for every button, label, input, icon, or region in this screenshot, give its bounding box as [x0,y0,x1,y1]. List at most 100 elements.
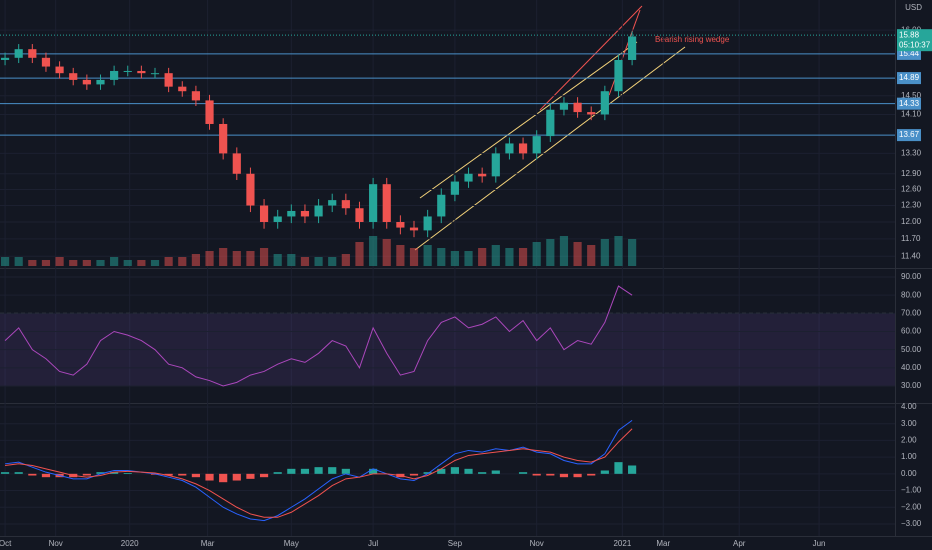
candle-body [314,205,323,217]
candle-body [396,221,405,228]
histogram-bar [600,470,609,474]
candle-body [232,153,241,174]
volume-bar [382,239,391,266]
candle-body [573,102,582,113]
y-tick-label: 13.30 [901,149,922,158]
volume-bar [110,257,119,266]
candle-body [0,57,10,60]
y-tick-label: 50.00 [901,345,922,354]
volume-bar [464,251,473,266]
candle-body [464,173,473,182]
histogram-bar [123,473,132,474]
candle-body [191,91,200,101]
candle-body [437,194,446,217]
volume-bar [505,248,514,266]
y-tick-label: 90.00 [901,272,922,281]
histogram-bar [409,473,419,476]
histogram-bar [287,468,296,474]
volume-bar [532,242,541,266]
volume-bar [191,254,200,266]
indicator-line [5,428,633,518]
volume-bar [409,248,419,266]
candle-body [355,208,364,222]
y-tick-label: 12.00 [901,217,922,226]
volume-bar [232,251,241,266]
histogram-bar [518,472,528,474]
x-tick-label: Nov [530,539,544,548]
candle-body [96,79,105,85]
volume-bar [600,239,609,266]
candle-body [559,102,569,110]
volume-bar [259,248,269,266]
candle-body [409,227,419,231]
x-tick-label: 2020 [121,539,139,548]
candle-body [273,216,282,222]
y-tick-label: 12.90 [901,169,922,178]
level-label: 13.67 [899,130,920,139]
candle-body [341,200,350,209]
y-tick-label: −3.00 [901,519,922,528]
volume-bar [205,251,214,266]
candle-body [178,86,187,92]
volume-bar [14,257,23,266]
candle-body [491,153,500,177]
histogram-bar [628,465,637,474]
y-tick-label: 2.00 [901,436,917,445]
y-tick-label: 14.10 [901,110,922,119]
last-price-bg [897,29,932,52]
volume-bar [287,254,296,266]
histogram-bar [191,473,200,478]
candle-body [110,70,119,80]
y-tick-label: 12.60 [901,185,922,194]
histogram-bar [273,472,282,474]
volume-bar [573,242,582,266]
annotation: Bearish rising wedge [655,35,730,44]
histogram-bar [573,473,582,478]
histogram-bar [614,462,623,474]
volume-bar [518,248,528,266]
volume-bar [546,239,555,266]
candle-body [137,70,146,74]
indicator-line [5,419,633,522]
histogram-bar [178,473,187,476]
candle-body [328,200,337,206]
y-tick-label: −2.00 [901,502,922,511]
volume-bar [41,260,51,266]
candle-body [587,112,596,115]
wedge-line [539,5,643,111]
volume-bar [55,257,64,266]
candle-body [14,49,23,58]
volume-bar [423,245,432,266]
volume-bar [437,248,446,266]
histogram-bar [464,468,473,474]
histogram-bar [110,472,119,474]
histogram-bar [587,473,596,476]
channel-line [414,46,686,251]
indicator-line [4,285,633,387]
histogram-bar [423,472,432,474]
candle-body [369,184,378,222]
y-tick-label: 40.00 [901,363,922,372]
volume-bar [478,248,487,266]
volume-bar [273,254,282,266]
level-label-bg [897,129,921,142]
volume-bar [300,257,310,266]
volume-bar [559,236,569,266]
volume-bar [0,257,10,266]
histogram-bar [41,473,51,478]
histogram-bar [0,472,10,474]
y-tick-label: 30.00 [901,381,922,390]
histogram-bar [164,473,173,476]
candle-body [518,143,528,154]
volume-bar [219,248,228,266]
histogram-bar [328,467,337,474]
volume-bar [628,239,637,266]
x-tick-label: Sep [448,539,463,548]
x-tick-label: Nov [49,539,63,548]
y-tick-label: 80.00 [901,290,922,299]
volume-bar [491,245,500,266]
histogram-bar [82,473,91,476]
candle-body [28,49,37,58]
x-tick-label: Mar [656,539,670,548]
